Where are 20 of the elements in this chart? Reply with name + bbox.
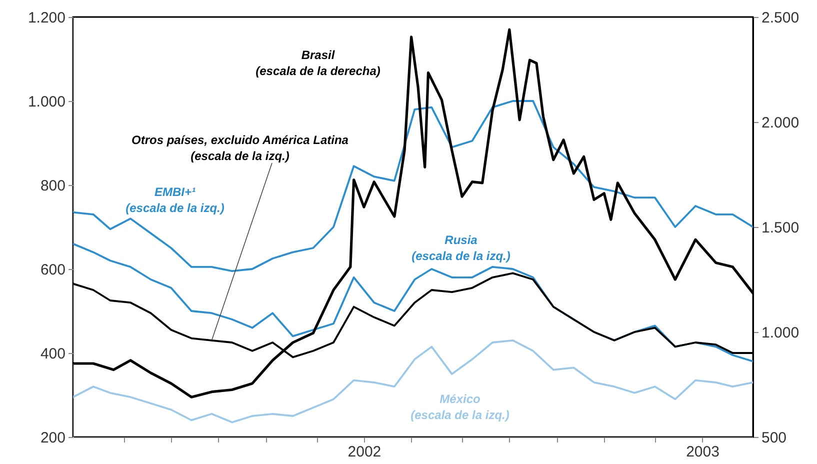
y2-tick-label: 2.500 <box>762 10 800 26</box>
y2-tick-label: 1.000 <box>762 324 800 342</box>
y-tick-label: 1.000 <box>28 94 66 110</box>
y2-tick-label: 1.500 <box>762 220 800 236</box>
series-label: EMBI+¹ (escala de la izq.) <box>126 185 224 215</box>
y-tick-label: 600 <box>40 262 66 278</box>
y-tick-label: 200 <box>40 430 66 446</box>
x-tick-label: 2002 <box>348 444 382 460</box>
line-series <box>73 339 753 424</box>
y-tick-label: 1.200 <box>28 10 66 26</box>
y2-tick-label: 500 <box>762 430 787 446</box>
x-tick-label: 2003 <box>686 444 720 460</box>
series-label: México (escala de la izq.) <box>410 392 510 422</box>
y-tick-label: 800 <box>40 178 66 194</box>
line-series <box>73 100 753 272</box>
text: Otros países, excluido América Latina (escala de la izq.) <box>132 133 349 163</box>
text: Brasil (escala de la derecha) <box>256 48 380 78</box>
y2-tick-label: 2.000 <box>762 114 800 132</box>
series-label: Rusia (escala de la izq.) <box>412 233 510 263</box>
y-tick-label: 400 <box>40 346 66 362</box>
